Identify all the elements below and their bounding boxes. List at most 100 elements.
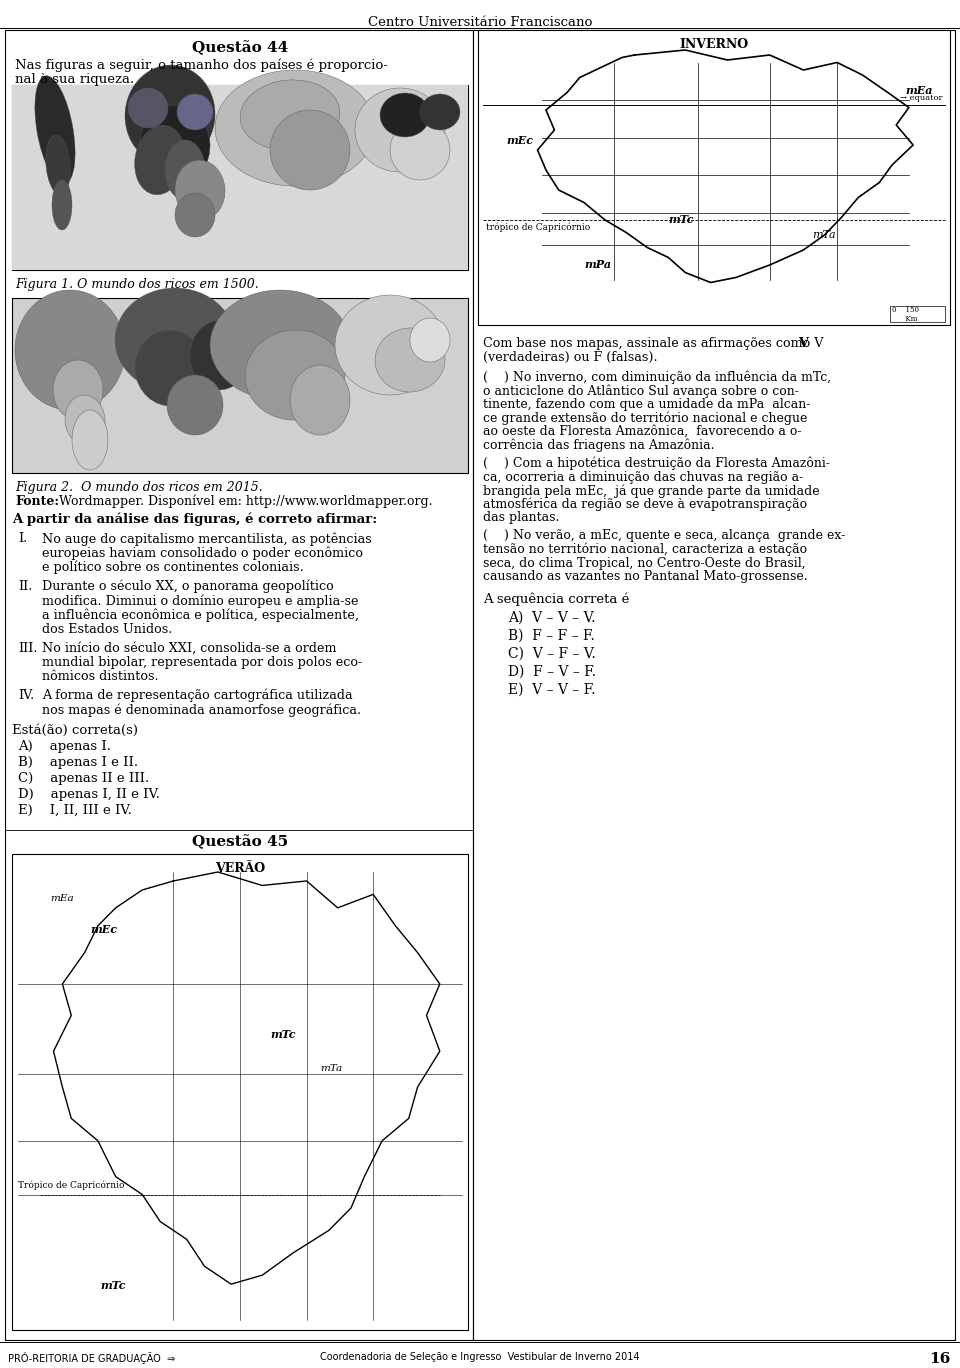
Text: III.: III. bbox=[18, 642, 37, 654]
Text: A forma de representação cartográfica utilizada: A forma de representação cartográfica ut… bbox=[42, 689, 352, 703]
Text: (    ) No inverno, com diminuição da influência da mTc,: ( ) No inverno, com diminuição da influê… bbox=[483, 371, 831, 384]
Text: Fonte:: Fonte: bbox=[15, 495, 59, 508]
Text: Figura 2.  O mundo dos ricos em 2015.: Figura 2. O mundo dos ricos em 2015. bbox=[15, 482, 263, 494]
Text: B)    apenas I e II.: B) apenas I e II. bbox=[18, 757, 138, 769]
Text: Centro Universitário Franciscano: Centro Universitário Franciscano bbox=[368, 16, 592, 29]
Ellipse shape bbox=[134, 126, 185, 194]
Text: causando as vazantes no Pantanal Mato-grossense.: causando as vazantes no Pantanal Mato-gr… bbox=[483, 570, 807, 583]
Text: V: V bbox=[798, 337, 808, 350]
Text: tensão no território nacional, caracteriza a estação: tensão no território nacional, caracteri… bbox=[483, 543, 807, 557]
Text: das plantas.: das plantas. bbox=[483, 512, 560, 524]
Text: atmosférica da região se deve à evapotranspiração: atmosférica da região se deve à evapotra… bbox=[483, 498, 807, 512]
Bar bbox=[478, 30, 950, 326]
Ellipse shape bbox=[215, 70, 375, 186]
Text: Questão 45: Questão 45 bbox=[192, 834, 288, 848]
Ellipse shape bbox=[380, 93, 430, 137]
Text: mTc: mTc bbox=[668, 213, 694, 224]
Ellipse shape bbox=[72, 410, 108, 471]
Ellipse shape bbox=[125, 66, 215, 166]
Text: A)  V – V – V.: A) V – V – V. bbox=[508, 610, 595, 625]
Ellipse shape bbox=[335, 295, 445, 395]
Ellipse shape bbox=[190, 320, 250, 390]
Text: E)    I, II, III e IV.: E) I, II, III e IV. bbox=[18, 804, 132, 817]
Text: No auge do capitalismo mercantilista, as potências: No auge do capitalismo mercantilista, as… bbox=[42, 532, 372, 546]
Bar bbox=[473, 30, 955, 1341]
Ellipse shape bbox=[177, 94, 213, 130]
Text: e político sobre os continentes coloniais.: e político sobre os continentes coloniai… bbox=[42, 561, 303, 575]
Text: nômicos distintos.: nômicos distintos. bbox=[42, 670, 158, 684]
Ellipse shape bbox=[135, 330, 205, 406]
Text: seca, do clima Tropical, no Centro-Oeste do Brasil,: seca, do clima Tropical, no Centro-Oeste… bbox=[483, 557, 805, 569]
Text: corrência das friagens na Amazônia.: corrência das friagens na Amazônia. bbox=[483, 439, 714, 451]
Ellipse shape bbox=[128, 88, 168, 129]
Text: mEa: mEa bbox=[50, 895, 74, 903]
Ellipse shape bbox=[175, 193, 215, 237]
Text: mTc: mTc bbox=[270, 1029, 296, 1040]
Text: mundial bipolar, representada por dois polos eco-: mundial bipolar, representada por dois p… bbox=[42, 657, 362, 669]
Ellipse shape bbox=[65, 395, 105, 445]
Text: C)    apenas II e III.: C) apenas II e III. bbox=[18, 772, 149, 785]
Text: 0    150
      Km: 0 150 Km bbox=[892, 306, 919, 323]
Ellipse shape bbox=[245, 330, 345, 420]
Text: → equator: → equator bbox=[900, 94, 942, 103]
Ellipse shape bbox=[15, 290, 125, 410]
Text: INVERNO: INVERNO bbox=[680, 38, 749, 51]
Text: o anticiclone do Atlântico Sul avança sobre o con-: o anticiclone do Atlântico Sul avança so… bbox=[483, 384, 799, 398]
Ellipse shape bbox=[140, 105, 210, 185]
Text: (    ) No verão, a mEc, quente e seca, alcança  grande ex-: ( ) No verão, a mEc, quente e seca, alca… bbox=[483, 529, 845, 543]
Ellipse shape bbox=[240, 79, 340, 150]
Ellipse shape bbox=[35, 75, 75, 185]
Text: ao oeste da Floresta Amazônica,  favorecendo a o-: ao oeste da Floresta Amazônica, favorece… bbox=[483, 425, 802, 438]
Text: brangida pela mEc,  já que grande parte da umidade: brangida pela mEc, já que grande parte d… bbox=[483, 484, 820, 498]
Text: modifica. Diminui o domínio europeu e amplia-se: modifica. Diminui o domínio europeu e am… bbox=[42, 594, 358, 607]
Text: Está(ão) correta(s): Está(ão) correta(s) bbox=[12, 724, 138, 737]
Ellipse shape bbox=[52, 181, 72, 230]
Ellipse shape bbox=[175, 160, 225, 220]
Text: E)  V – V – F.: E) V – V – F. bbox=[508, 683, 595, 696]
Bar bbox=[12, 85, 468, 269]
Ellipse shape bbox=[53, 360, 103, 420]
Text: PRÓ-REITORIA DE GRADUAÇÃO  ⇒: PRÓ-REITORIA DE GRADUAÇÃO ⇒ bbox=[8, 1352, 175, 1364]
Text: a influência econômica e política, especialmente,: a influência econômica e política, espec… bbox=[42, 609, 359, 622]
Ellipse shape bbox=[355, 88, 445, 172]
Bar bbox=[12, 298, 468, 473]
Text: Wordmapper. Disponível em: http://www.worldmapper.org.: Wordmapper. Disponível em: http://www.wo… bbox=[55, 495, 433, 509]
Text: mTa: mTa bbox=[812, 230, 835, 239]
Text: No início do século XXI, consolida-se a ordem: No início do século XXI, consolida-se a … bbox=[42, 642, 337, 654]
Ellipse shape bbox=[290, 365, 350, 435]
Text: D)    apenas I, II e IV.: D) apenas I, II e IV. bbox=[18, 788, 160, 802]
Ellipse shape bbox=[210, 290, 350, 399]
Text: (    ) Com a hipotética destruição da Floresta Amazôni-: ( ) Com a hipotética destruição da Flore… bbox=[483, 457, 830, 471]
Text: dos Estados Unidos.: dos Estados Unidos. bbox=[42, 622, 173, 636]
Text: ce grande extensão do território nacional e chegue: ce grande extensão do território naciona… bbox=[483, 412, 807, 425]
Text: mEc: mEc bbox=[90, 923, 117, 934]
Text: B)  F – F – F.: B) F – F – F. bbox=[508, 628, 595, 643]
Bar bbox=[12, 85, 468, 269]
Ellipse shape bbox=[270, 109, 350, 190]
Text: Questão 44: Questão 44 bbox=[192, 40, 288, 55]
Text: VERÃO: VERÃO bbox=[215, 862, 265, 876]
Bar bbox=[5, 30, 473, 1341]
Text: mTa: mTa bbox=[320, 1064, 342, 1073]
Text: Trópico de Capricórnio: Trópico de Capricórnio bbox=[18, 1181, 125, 1190]
Text: II.: II. bbox=[18, 580, 33, 592]
Bar bbox=[890, 306, 945, 321]
Ellipse shape bbox=[375, 328, 445, 393]
Ellipse shape bbox=[420, 94, 460, 130]
Ellipse shape bbox=[167, 375, 223, 435]
Text: A partir da análise das figuras, é correto afirmar:: A partir da análise das figuras, é corre… bbox=[12, 513, 377, 527]
Text: 16: 16 bbox=[928, 1352, 950, 1367]
Text: ca, ocorreria a diminuição das chuvas na região a-: ca, ocorreria a diminuição das chuvas na… bbox=[483, 471, 804, 483]
Text: (verdadeiras) ou F (falsas).: (verdadeiras) ou F (falsas). bbox=[483, 352, 658, 364]
Text: europeias haviam consolidado o poder econômico: europeias haviam consolidado o poder eco… bbox=[42, 546, 363, 560]
Text: mEc: mEc bbox=[506, 135, 533, 146]
Text: A sequência correta é: A sequência correta é bbox=[483, 592, 630, 606]
Ellipse shape bbox=[165, 140, 205, 200]
Ellipse shape bbox=[390, 120, 450, 181]
Text: mPa: mPa bbox=[584, 259, 612, 269]
Text: Nas figuras a seguir, o tamanho dos países é proporcio-
nal à sua riqueza.: Nas figuras a seguir, o tamanho dos país… bbox=[15, 57, 388, 86]
Text: A)    apenas I.: A) apenas I. bbox=[18, 740, 111, 752]
Text: nos mapas é denominada anamorfose geográfica.: nos mapas é denominada anamorfose geográ… bbox=[42, 703, 361, 717]
Text: I.: I. bbox=[18, 532, 27, 544]
Ellipse shape bbox=[410, 317, 450, 363]
